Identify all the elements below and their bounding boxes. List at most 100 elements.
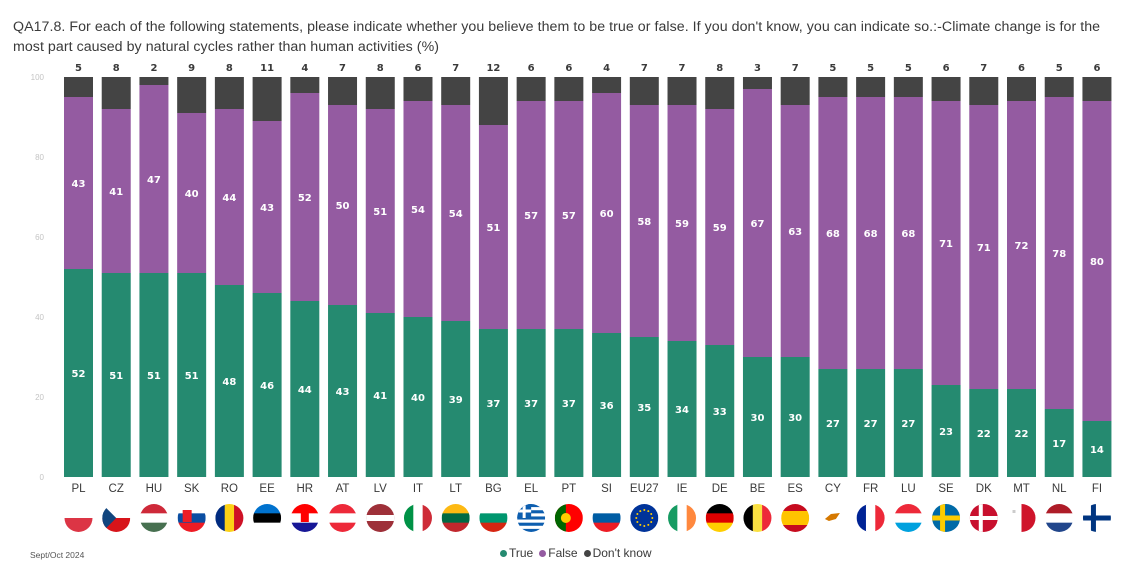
data-label-dont-know: 7	[679, 63, 686, 74]
bar-segment-true	[1007, 389, 1036, 477]
bar-segment-dont-know	[742, 77, 772, 89]
data-label-false: 59	[675, 219, 689, 230]
data-label-dont-know: 7	[339, 63, 346, 74]
x-tick-label: BG	[485, 483, 502, 495]
data-label-false: 51	[486, 223, 500, 234]
data-label-dont-know: 5	[867, 63, 874, 74]
data-label-true: 37	[562, 399, 576, 410]
x-tick-label: AT	[336, 483, 350, 495]
bar-segment-true	[365, 313, 395, 477]
x-tick-label: SI	[601, 483, 612, 495]
data-label-dont-know: 6	[943, 63, 950, 74]
bar-segment-false	[818, 97, 848, 369]
flag-at-icon	[328, 504, 357, 532]
y-tick-label: 80	[35, 153, 44, 162]
data-label-false: 50	[336, 201, 350, 212]
bar-segment-true	[742, 357, 772, 477]
flag-pt-icon	[554, 504, 583, 532]
flag-si-icon	[592, 504, 621, 532]
bar-segment-true	[818, 369, 848, 477]
flag-hr-icon	[290, 504, 319, 532]
data-label-dont-know: 5	[905, 63, 912, 74]
data-label-false: 72	[1015, 241, 1029, 252]
data-label-dont-know: 5	[1056, 63, 1063, 74]
data-label-true: 27	[901, 419, 915, 430]
bar-segment-true	[592, 333, 622, 477]
data-label-false: 71	[977, 243, 991, 254]
bar-segment-dont-know	[1044, 77, 1074, 97]
legend-item-true: True	[500, 546, 533, 560]
bar-segment-false	[1044, 97, 1074, 409]
x-tick-label: LV	[374, 483, 388, 495]
bar-segment-false	[1007, 101, 1036, 389]
bar-segment-true	[478, 329, 508, 477]
data-label-false: 43	[72, 179, 86, 190]
legend-label-dont-know: Don't know	[592, 546, 652, 560]
data-label-dont-know: 6	[414, 63, 421, 74]
bar-segment-true	[64, 269, 93, 477]
bar-segment-dont-know	[629, 77, 659, 105]
bar-segment-false	[969, 105, 999, 389]
data-label-false: 80	[1090, 257, 1104, 268]
data-label-false: 40	[185, 189, 199, 200]
x-tick-label: DE	[712, 483, 728, 495]
bar-segment-false	[780, 105, 810, 357]
bar-segment-dont-know	[931, 77, 961, 101]
data-label-true: 33	[713, 407, 727, 418]
data-label-true: 36	[600, 401, 614, 412]
bar-segment-false	[252, 121, 282, 293]
data-label-false: 68	[864, 229, 878, 240]
flag-ee-icon	[253, 504, 282, 532]
data-label-true: 44	[298, 385, 312, 396]
data-label-dont-know: 6	[565, 63, 572, 74]
bar-segment-false	[441, 105, 471, 321]
bar-segment-dont-know	[1007, 77, 1036, 101]
flag-fr-icon	[856, 504, 885, 532]
flag-eu27-icon	[630, 504, 659, 532]
bar-segment-dont-know	[290, 77, 320, 93]
bar-segment-dont-know	[139, 77, 169, 85]
bar-segment-true	[1044, 409, 1074, 477]
x-tick-label: NL	[1052, 483, 1067, 495]
data-label-dont-know: 8	[226, 63, 233, 74]
data-label-true: 37	[524, 399, 538, 410]
bar-segment-false	[893, 97, 923, 369]
flag-ie-icon	[668, 504, 697, 532]
x-tick-label: ES	[788, 483, 804, 495]
flag-be-icon	[743, 504, 772, 532]
bar-segment-true	[177, 273, 207, 477]
data-label-dont-know: 5	[829, 63, 836, 74]
data-label-dont-know: 12	[486, 63, 500, 74]
survey-date: Sept/Oct 2024	[30, 550, 85, 560]
flag-it-icon	[403, 504, 432, 532]
x-tick-label: IT	[413, 483, 423, 495]
bar-segment-true	[629, 337, 659, 477]
data-label-true: 34	[675, 405, 689, 416]
bar-segment-true	[554, 329, 584, 477]
bar-segment-true	[931, 385, 961, 477]
x-tick-label: CY	[825, 483, 841, 495]
data-label-dont-know: 3	[754, 63, 761, 74]
flag-el-icon	[517, 504, 546, 532]
bar-segment-false	[139, 85, 169, 273]
flag-de-icon	[705, 504, 734, 532]
bar-segment-false	[403, 101, 433, 317]
flag-fi-icon	[1082, 504, 1111, 532]
data-label-true: 39	[449, 395, 463, 406]
data-label-false: 57	[562, 211, 576, 222]
data-label-dont-know: 7	[980, 63, 987, 74]
bar-segment-false	[214, 109, 244, 285]
x-tick-label: DK	[976, 483, 992, 495]
data-label-dont-know: 6	[1093, 63, 1100, 74]
flag-cz-icon	[102, 504, 131, 532]
x-tick-label: EL	[524, 483, 539, 495]
data-label-dont-know: 2	[150, 63, 157, 74]
bar-segment-false	[516, 101, 546, 329]
bar-segment-true	[893, 369, 923, 477]
bar-segment-dont-know	[252, 77, 282, 121]
data-label-true: 23	[939, 427, 953, 438]
bar-segment-dont-know	[328, 77, 358, 105]
bar-segment-dont-know	[667, 77, 697, 105]
y-tick-label: 0	[40, 473, 45, 482]
data-label-dont-know: 11	[260, 63, 274, 74]
